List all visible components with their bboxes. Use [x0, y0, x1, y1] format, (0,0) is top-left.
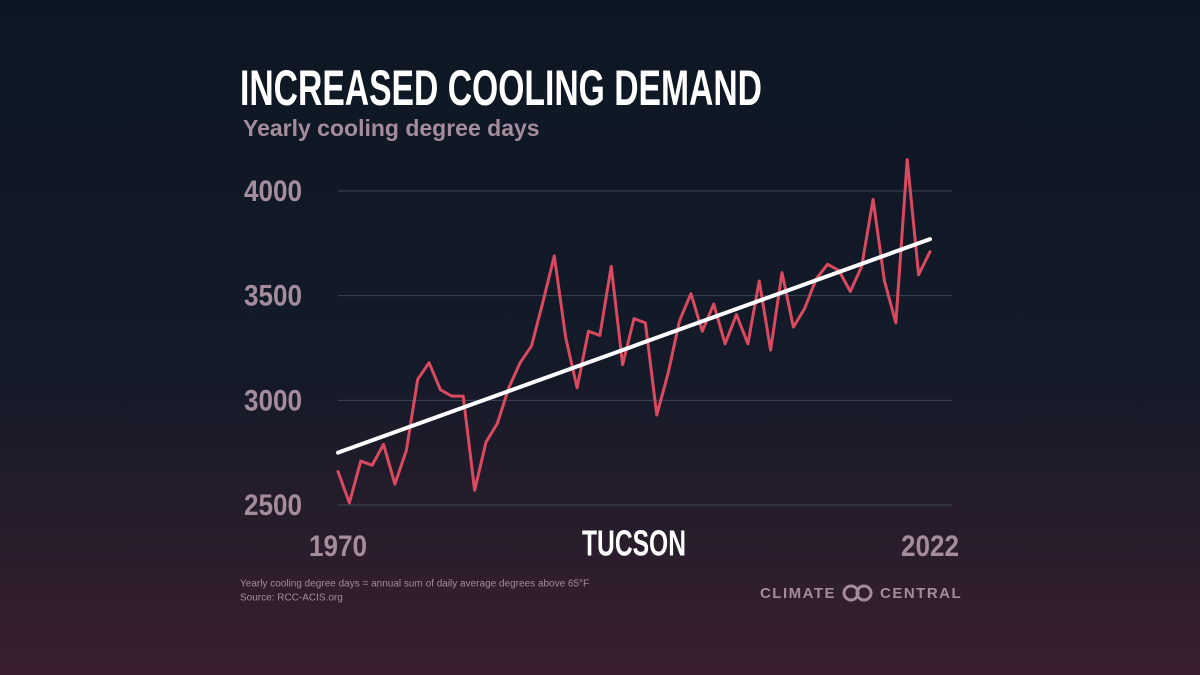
logo-icon: [842, 584, 873, 602]
trend-line: [336, 237, 932, 455]
y-tick-label: 3000: [244, 384, 302, 417]
logo-text: CENTRAL: [880, 585, 962, 602]
logo-text: CLIMATE: [760, 585, 836, 602]
y-tick-label: 4000: [244, 175, 302, 208]
x-tick-label: 1970: [309, 530, 367, 563]
chart-subtitle: Yearly cooling degree days: [243, 115, 540, 141]
data-line: [336, 158, 932, 505]
y-tick-label: 2500: [244, 489, 302, 522]
y-tick-label: 3500: [244, 280, 302, 313]
x-tick-label: 2022: [901, 530, 959, 563]
chart-title: INCREASED COOLING DEMAND: [240, 60, 762, 116]
annotation: TUCSON: [582, 523, 686, 564]
source: Source: RCC-ACIS.org: [240, 593, 343, 604]
footnote: Yearly cooling degree days = annual sum …: [240, 579, 589, 590]
